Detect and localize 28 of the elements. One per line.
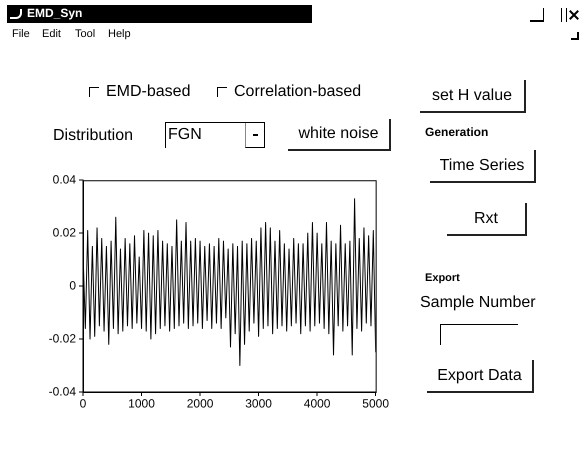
button: white noise xyxy=(288,119,391,151)
x-tick-label: 0 xyxy=(80,396,87,411)
y-tick-label: 0.02 xyxy=(52,225,76,240)
chart-title: EMD_Syn xyxy=(27,6,82,20)
x-tick-label: 4000 xyxy=(304,396,331,411)
text: EMD-based xyxy=(106,83,190,100)
text: File xyxy=(12,28,30,40)
y-tick-label: 0.04 xyxy=(52,172,76,187)
button: Time Series xyxy=(430,150,536,183)
text: Sample Number xyxy=(420,294,536,311)
x-tick-label: 3000 xyxy=(245,396,272,411)
y-tick-label: -0.04 xyxy=(48,384,76,398)
text: Distribution xyxy=(53,127,134,144)
x-tick-label: 5000 xyxy=(362,396,390,411)
text: Correlation-based xyxy=(234,83,362,100)
y-tick-label: 0 xyxy=(69,278,76,292)
text: Tool xyxy=(75,28,96,40)
button: set H value xyxy=(420,80,526,113)
x-tick-label: 2000 xyxy=(186,396,214,411)
x-tick-label: 1000 xyxy=(128,396,156,411)
button: Export Data xyxy=(427,360,534,393)
text: Export xyxy=(425,272,460,284)
text: Help xyxy=(108,28,131,40)
text: FGN xyxy=(168,126,202,143)
y-tick-label: -0.02 xyxy=(48,331,76,346)
text: Edit xyxy=(42,28,61,40)
button: Rxt xyxy=(447,203,527,236)
text: Generation xyxy=(425,125,488,139)
